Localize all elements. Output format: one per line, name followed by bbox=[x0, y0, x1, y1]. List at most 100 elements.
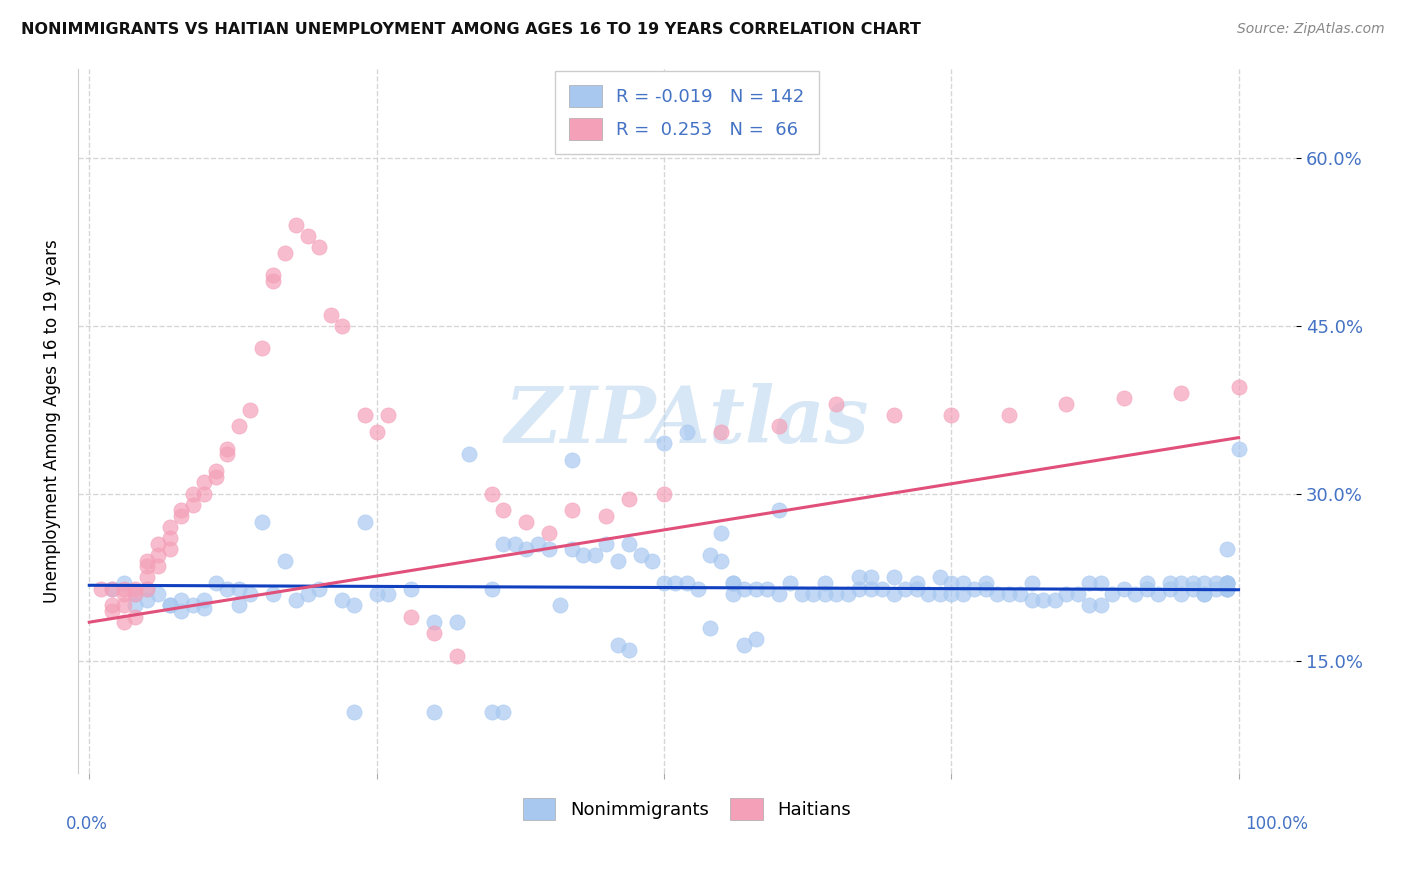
Point bbox=[112, 576, 135, 591]
Point bbox=[619, 537, 641, 551]
Point bbox=[297, 229, 319, 244]
Point bbox=[148, 548, 170, 562]
Point bbox=[204, 464, 226, 478]
Point bbox=[550, 599, 572, 613]
Point bbox=[905, 576, 928, 591]
Point bbox=[883, 570, 905, 584]
Point bbox=[204, 576, 226, 591]
Point bbox=[801, 587, 824, 601]
Point bbox=[250, 515, 273, 529]
Point bbox=[1054, 397, 1077, 411]
Point bbox=[963, 582, 986, 596]
Point bbox=[699, 621, 721, 635]
Point bbox=[285, 218, 308, 232]
Point bbox=[446, 615, 468, 630]
Point bbox=[1216, 582, 1239, 596]
Point bbox=[170, 508, 193, 523]
Point bbox=[1181, 582, 1204, 596]
Point bbox=[848, 570, 870, 584]
Point bbox=[768, 587, 790, 601]
Point bbox=[170, 503, 193, 517]
Point bbox=[273, 554, 295, 568]
Point bbox=[526, 537, 548, 551]
Point bbox=[1205, 576, 1227, 591]
Point bbox=[699, 548, 721, 562]
Point bbox=[90, 582, 112, 596]
Point bbox=[917, 587, 939, 601]
Point bbox=[1192, 576, 1215, 591]
Point bbox=[148, 587, 170, 601]
Point bbox=[561, 453, 583, 467]
Point bbox=[481, 705, 503, 719]
Point bbox=[779, 576, 801, 591]
Point bbox=[285, 592, 308, 607]
Point bbox=[124, 582, 146, 596]
Point bbox=[883, 409, 905, 423]
Point bbox=[768, 503, 790, 517]
Point bbox=[170, 604, 193, 618]
Point bbox=[974, 576, 997, 591]
Point bbox=[825, 397, 848, 411]
Point bbox=[273, 246, 295, 260]
Point bbox=[825, 587, 848, 601]
Point bbox=[1136, 576, 1159, 591]
Point bbox=[1078, 576, 1101, 591]
Point bbox=[112, 615, 135, 630]
Point bbox=[941, 576, 963, 591]
Point bbox=[1170, 385, 1192, 400]
Point bbox=[905, 582, 928, 596]
Point bbox=[297, 587, 319, 601]
Point bbox=[1066, 587, 1088, 601]
Point bbox=[768, 419, 790, 434]
Point bbox=[1205, 582, 1227, 596]
Point bbox=[1227, 442, 1250, 456]
Point bbox=[112, 582, 135, 596]
Point bbox=[193, 600, 215, 615]
Point bbox=[952, 587, 974, 601]
Point bbox=[262, 587, 284, 601]
Point bbox=[928, 587, 950, 601]
Point bbox=[1078, 599, 1101, 613]
Point bbox=[607, 638, 630, 652]
Point bbox=[308, 240, 330, 254]
Point bbox=[572, 548, 595, 562]
Point bbox=[561, 503, 583, 517]
Point bbox=[721, 576, 744, 591]
Point bbox=[859, 582, 882, 596]
Point bbox=[112, 587, 135, 601]
Point bbox=[354, 515, 377, 529]
Point bbox=[974, 582, 997, 596]
Point bbox=[894, 582, 917, 596]
Point bbox=[135, 592, 157, 607]
Point bbox=[503, 537, 526, 551]
Point bbox=[1112, 582, 1135, 596]
Point bbox=[181, 498, 204, 512]
Point bbox=[710, 525, 733, 540]
Text: Source: ZipAtlas.com: Source: ZipAtlas.com bbox=[1237, 22, 1385, 37]
Point bbox=[1192, 587, 1215, 601]
Point bbox=[330, 592, 353, 607]
Text: NONIMMIGRANTS VS HAITIAN UNEMPLOYMENT AMONG AGES 16 TO 19 YEARS CORRELATION CHAR: NONIMMIGRANTS VS HAITIAN UNEMPLOYMENT AM… bbox=[21, 22, 921, 37]
Point bbox=[733, 582, 755, 596]
Point bbox=[607, 554, 630, 568]
Point bbox=[652, 576, 675, 591]
Point bbox=[515, 515, 537, 529]
Point bbox=[343, 705, 366, 719]
Point bbox=[537, 525, 560, 540]
Point bbox=[1170, 576, 1192, 591]
Point bbox=[135, 570, 157, 584]
Point bbox=[721, 576, 744, 591]
Point bbox=[181, 599, 204, 613]
Point bbox=[366, 587, 388, 601]
Point bbox=[124, 587, 146, 601]
Point bbox=[941, 587, 963, 601]
Point bbox=[399, 609, 422, 624]
Point bbox=[733, 638, 755, 652]
Point bbox=[1112, 392, 1135, 406]
Point bbox=[239, 587, 262, 601]
Point bbox=[1216, 576, 1239, 591]
Point bbox=[262, 274, 284, 288]
Point bbox=[101, 582, 124, 596]
Point bbox=[124, 587, 146, 601]
Point bbox=[745, 632, 768, 646]
